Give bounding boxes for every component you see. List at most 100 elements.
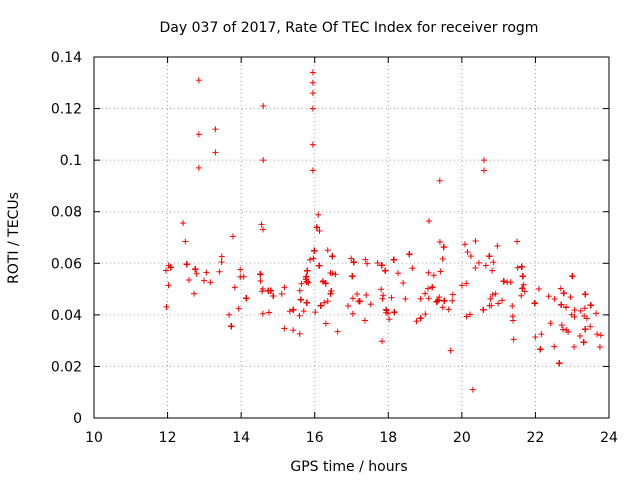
data-point	[313, 224, 320, 231]
data-point	[594, 331, 601, 338]
data-point	[182, 238, 189, 245]
data-point	[551, 343, 558, 350]
data-point	[547, 320, 554, 327]
data-point	[486, 302, 493, 309]
data-point	[298, 280, 305, 287]
data-point	[191, 290, 198, 297]
data-point	[449, 297, 456, 304]
data-point	[597, 332, 604, 339]
data-point	[489, 291, 496, 298]
data-point	[281, 284, 288, 291]
data-point	[304, 267, 311, 274]
data-point	[504, 279, 511, 286]
data-point	[322, 280, 329, 287]
plot-frame	[93, 56, 610, 419]
data-point	[243, 295, 250, 302]
data-point	[582, 326, 589, 333]
data-point	[231, 284, 238, 291]
data-point	[557, 285, 564, 292]
data-point	[350, 259, 357, 266]
data-point	[535, 285, 542, 292]
data-point	[509, 302, 516, 309]
data-point	[212, 126, 219, 133]
data-point	[587, 302, 594, 309]
data-point	[183, 261, 190, 268]
x-tick-label: 20	[453, 430, 471, 446]
data-point	[409, 265, 416, 272]
x-tick-label: 14	[232, 430, 250, 446]
data-point	[218, 253, 225, 260]
data-point	[559, 326, 566, 333]
data-point	[461, 241, 468, 248]
data-point	[356, 298, 363, 305]
y-tick-label: 0.06	[51, 256, 82, 272]
data-point	[327, 290, 334, 297]
data-point	[425, 295, 432, 302]
data-point	[165, 282, 172, 289]
data-point	[531, 300, 538, 307]
data-point	[349, 273, 356, 280]
data-point	[514, 238, 521, 245]
data-point	[212, 149, 219, 156]
data-point	[472, 238, 479, 245]
data-point	[498, 297, 505, 304]
y-tick-label: 0.14	[51, 50, 82, 66]
data-point	[303, 278, 310, 285]
data-point	[577, 307, 584, 314]
data-point	[192, 266, 199, 273]
data-point	[309, 105, 316, 112]
data-point	[556, 360, 563, 367]
data-point	[385, 310, 392, 317]
data-point	[321, 299, 328, 306]
data-point	[218, 259, 225, 266]
data-point	[257, 271, 264, 278]
data-point	[379, 295, 386, 302]
data-point	[445, 306, 452, 313]
data-point	[265, 287, 272, 294]
data-point	[583, 315, 590, 322]
data-point	[259, 288, 266, 295]
data-point	[447, 347, 454, 354]
data-point	[521, 288, 528, 295]
x-tick-label: 16	[306, 430, 324, 446]
data-point	[581, 305, 588, 312]
data-point	[361, 317, 368, 324]
data-point	[425, 218, 432, 225]
y-tick-label: 0.12	[51, 102, 82, 118]
data-point	[349, 295, 356, 302]
y-tick-label: 0.04	[51, 308, 82, 324]
data-point	[518, 263, 525, 270]
data-point	[316, 227, 323, 234]
data-point	[226, 311, 233, 318]
data-point	[571, 343, 578, 350]
data-point	[324, 247, 331, 254]
data-point	[593, 310, 600, 317]
data-point	[309, 79, 316, 86]
data-point	[296, 330, 303, 337]
data-point	[281, 325, 288, 332]
data-point	[309, 90, 316, 97]
data-point	[571, 307, 578, 314]
data-point	[367, 301, 374, 308]
data-point	[167, 264, 174, 271]
data-point	[180, 220, 187, 227]
data-point	[576, 332, 583, 339]
y-axis-label: ROTI / TECUs	[6, 192, 22, 284]
data-point	[390, 256, 397, 263]
data-point	[260, 157, 267, 164]
data-point	[354, 291, 361, 298]
data-point	[482, 262, 489, 269]
data-point	[567, 294, 574, 301]
data-point	[380, 292, 387, 299]
data-point	[449, 291, 456, 298]
data-point	[207, 279, 214, 286]
data-point	[568, 311, 575, 318]
data-point	[492, 290, 499, 297]
axis-ticks: 10 12 14 16 18 20 22 24 0 0.02 0.04 0.06 0.08 0.1 0.12…	[51, 50, 618, 446]
data-point	[296, 312, 303, 319]
data-point	[300, 308, 307, 315]
x-tick-label: 10	[85, 430, 103, 446]
data-point	[417, 295, 424, 302]
data-point	[290, 327, 297, 334]
